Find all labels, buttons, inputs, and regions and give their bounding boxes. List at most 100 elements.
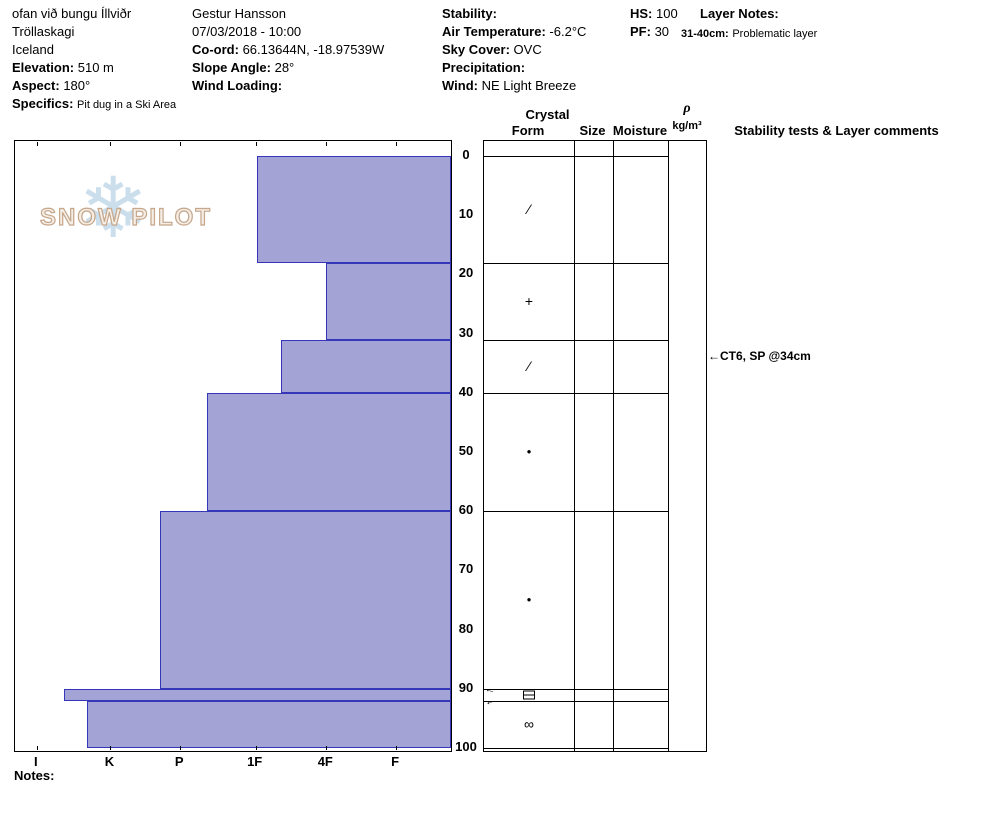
crystal-grid: ⁄ + ⁄ ● ● ∞ ← ← <box>483 140 707 752</box>
grain-form-symbol-rg: ● <box>526 595 532 604</box>
snowpilot-logo-text: SNOW PILOT <box>39 203 212 231</box>
hardness-axis-tick <box>180 142 182 146</box>
snowpilot-logo: ❄ SNOW PILOT <box>39 161 215 268</box>
layer-boundary-line <box>484 688 668 690</box>
depth-axis: 0 10 20 30 40 50 60 70 80 90 100 <box>450 140 482 754</box>
hardness-axis-tick <box>255 142 257 146</box>
layer-notes-label: Layer Notes: <box>700 6 779 21</box>
hardness-tick-label: K <box>104 754 115 769</box>
aspect-value: 180° <box>63 78 91 93</box>
hardness-tick-label: P <box>174 754 184 769</box>
depth-tick-label: 40 <box>458 383 474 399</box>
stability-label: Stability: <box>442 6 497 21</box>
aspect-row: Aspect: 180° <box>12 77 90 95</box>
air-temp-label: Air Temperature: <box>442 24 546 39</box>
size-column-header: Size <box>579 123 606 138</box>
hardness-tick-label: I <box>33 754 38 769</box>
snow-layer-bar <box>86 700 451 748</box>
air-temp-value: -6.2°C <box>549 24 587 39</box>
layer-notes-header: Layer Notes: <box>700 5 779 23</box>
coord-label: Co-ord: <box>192 42 239 57</box>
snow-layer-bar <box>160 511 451 689</box>
grain-form-symbol-pp: + <box>524 293 534 310</box>
grain-form-symbol-df: ⁄ <box>527 358 531 375</box>
depth-tick-label: 10 <box>458 206 474 222</box>
comments-column: ←CT6, SP @34cm <box>708 140 965 752</box>
snow-layer-bar <box>63 688 451 701</box>
precipitation-row: Precipitation: <box>442 59 525 77</box>
density-symbol-header: ρ <box>683 101 691 116</box>
snowflake-icon: ❄ <box>78 161 149 255</box>
slope-angle-row: Slope Angle: 28° <box>192 59 294 77</box>
stability-test-annotation: ←CT6, SP @34cm <box>708 349 811 364</box>
hardness-axis-tick <box>36 746 38 750</box>
coord-value: 66.13644N, -18.97539W <box>242 42 385 57</box>
pf-value: 30 <box>654 24 670 39</box>
hs-value: 100 <box>656 6 678 21</box>
hardness-axis-tick <box>110 142 112 146</box>
moisture-column-header: Moisture <box>612 123 668 138</box>
depth-tick-label: 90 <box>458 679 474 695</box>
grain-form-symbol-rg: ● <box>526 447 532 456</box>
hardness-profile-plot <box>14 140 452 752</box>
sky-cover-label: Sky Cover: <box>442 42 510 57</box>
grain-form-symbol-mf: ∞ <box>524 716 534 733</box>
stability-row: Stability: <box>442 5 497 23</box>
hardness-tick-label: 4F <box>317 754 333 769</box>
depth-tick-label: 0 <box>462 147 470 162</box>
site-name-text: ofan við bungu Íllviðr <box>12 6 132 21</box>
specifics-row: Specifics: Pit dug in a Ski Area <box>12 95 176 114</box>
site-country: Iceland <box>12 41 54 59</box>
layer-boundary-line <box>484 511 668 513</box>
hardness-axis-tick <box>396 746 398 750</box>
grain-form-symbol-df: ⁄ <box>527 201 531 218</box>
comments-column-header: Stability tests & Layer comments <box>734 123 939 138</box>
specifics-label: Specifics: <box>12 96 74 111</box>
depth-tick-label: 20 <box>458 265 474 281</box>
layer-note-range: 31-40cm: <box>681 28 729 40</box>
layer-boundary-line <box>484 700 668 702</box>
hardness-axis-tick <box>326 142 328 146</box>
hs-row: HS: 100 <box>630 5 678 23</box>
snow-layer-bar <box>256 156 451 263</box>
elevation-label: Elevation: <box>12 60 75 75</box>
specifics-value: Pit dug in a Ski Area <box>77 99 177 111</box>
layer-boundary-line <box>484 262 668 264</box>
pit-datetime-text: 07/03/2018 - 10:00 <box>192 24 302 39</box>
layer-boundary-line <box>484 392 668 394</box>
elevation-value: 510 m <box>77 60 114 75</box>
slope-angle-label: Slope Angle: <box>192 60 271 75</box>
hardness-axis-tick <box>396 142 398 146</box>
pf-label: PF: <box>630 24 651 39</box>
hardness-axis-tick <box>326 746 328 750</box>
site-region-text: Tröllaskagi <box>12 24 75 39</box>
wind-label: Wind: <box>442 78 478 93</box>
depth-tick-label: 60 <box>458 502 474 518</box>
layer-boundary-line <box>484 156 668 157</box>
sky-cover-value: OVC <box>513 42 542 57</box>
form-column-header: Form <box>511 123 545 138</box>
hs-label: HS: <box>630 6 653 21</box>
air-temp-row: Air Temperature: -6.2°C <box>442 23 586 41</box>
hardness-axis-tick <box>110 746 112 750</box>
hardness-tick-label: F <box>391 754 400 769</box>
grid-column-divider <box>574 141 575 751</box>
layer-note-row: 31-40cm: Problematic layer <box>681 24 817 43</box>
coord-row: Co-ord: 66.13644N, -18.97539W <box>192 41 384 59</box>
observer-name-text: Gestur Hansson <box>192 6 286 21</box>
wind-loading-row: Wind Loading: <box>192 77 282 95</box>
depth-tick-label: 100 <box>455 739 477 754</box>
notes-label: Notes: <box>14 768 55 783</box>
hardness-axis-tick <box>36 142 38 146</box>
grain-form-symbol-if <box>523 690 535 700</box>
elevation-row: Elevation: 510 m <box>12 59 114 77</box>
wind-loading-label: Wind Loading: <box>192 78 283 93</box>
wind-row: Wind: NE Light Breeze <box>442 77 576 95</box>
snow-layer-bar <box>206 392 451 512</box>
depth-tick-label: 80 <box>458 620 474 636</box>
site-country-text: Iceland <box>12 42 54 57</box>
hardness-axis-tick <box>255 746 257 750</box>
grid-column-divider <box>613 141 614 751</box>
layer-boundary-line <box>484 339 668 341</box>
hardness-tick-label: 1F <box>247 754 263 769</box>
